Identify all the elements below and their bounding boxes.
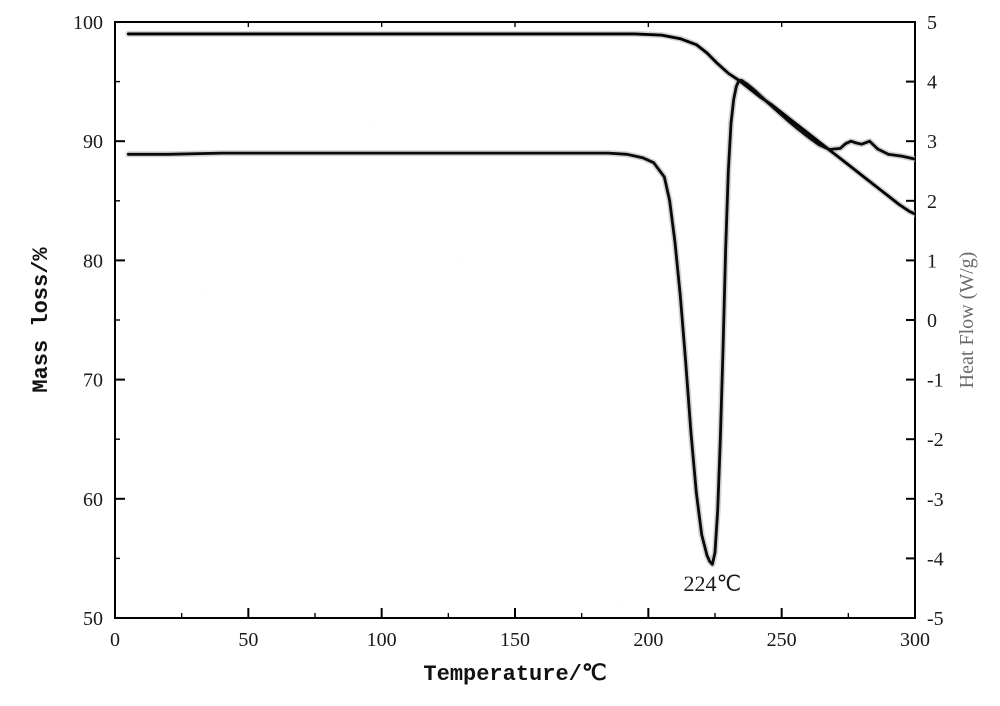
svg-text:250: 250 — [767, 629, 797, 651]
svg-text:-2: -2 — [927, 429, 944, 451]
svg-text:70: 70 — [83, 370, 103, 392]
svg-text:0: 0 — [927, 310, 937, 332]
chart-svg: 0501001502002503005060708090100-5-4-3-2-… — [0, 0, 1000, 706]
svg-text:4: 4 — [927, 72, 937, 94]
svg-text:5: 5 — [927, 12, 937, 34]
y-left-label: Mass loss/% — [29, 247, 54, 393]
svg-text:200: 200 — [633, 629, 663, 651]
svg-text:-4: -4 — [927, 548, 944, 570]
svg-text:0: 0 — [110, 629, 120, 651]
svg-text:100: 100 — [367, 629, 397, 651]
svg-text:80: 80 — [83, 250, 103, 272]
svg-text:-5: -5 — [927, 608, 944, 630]
y-right-label: Heat Flow (W/g) — [956, 252, 978, 389]
svg-text:2: 2 — [927, 191, 937, 213]
svg-text:50: 50 — [238, 629, 258, 651]
x-label: Temperature/℃ — [423, 662, 606, 687]
tga-dsc-chart: 0501001502002503005060708090100-5-4-3-2-… — [0, 0, 1000, 706]
svg-text:300: 300 — [900, 629, 930, 651]
svg-text:-3: -3 — [927, 489, 944, 511]
svg-text:1: 1 — [927, 250, 937, 272]
peak-annotation: 224℃ — [683, 571, 741, 596]
svg-text:3: 3 — [927, 131, 937, 153]
svg-text:150: 150 — [500, 629, 530, 651]
svg-text:90: 90 — [83, 131, 103, 153]
svg-text:100: 100 — [73, 12, 103, 34]
svg-text:50: 50 — [83, 608, 103, 630]
svg-text:-1: -1 — [927, 370, 944, 392]
svg-text:60: 60 — [83, 489, 103, 511]
